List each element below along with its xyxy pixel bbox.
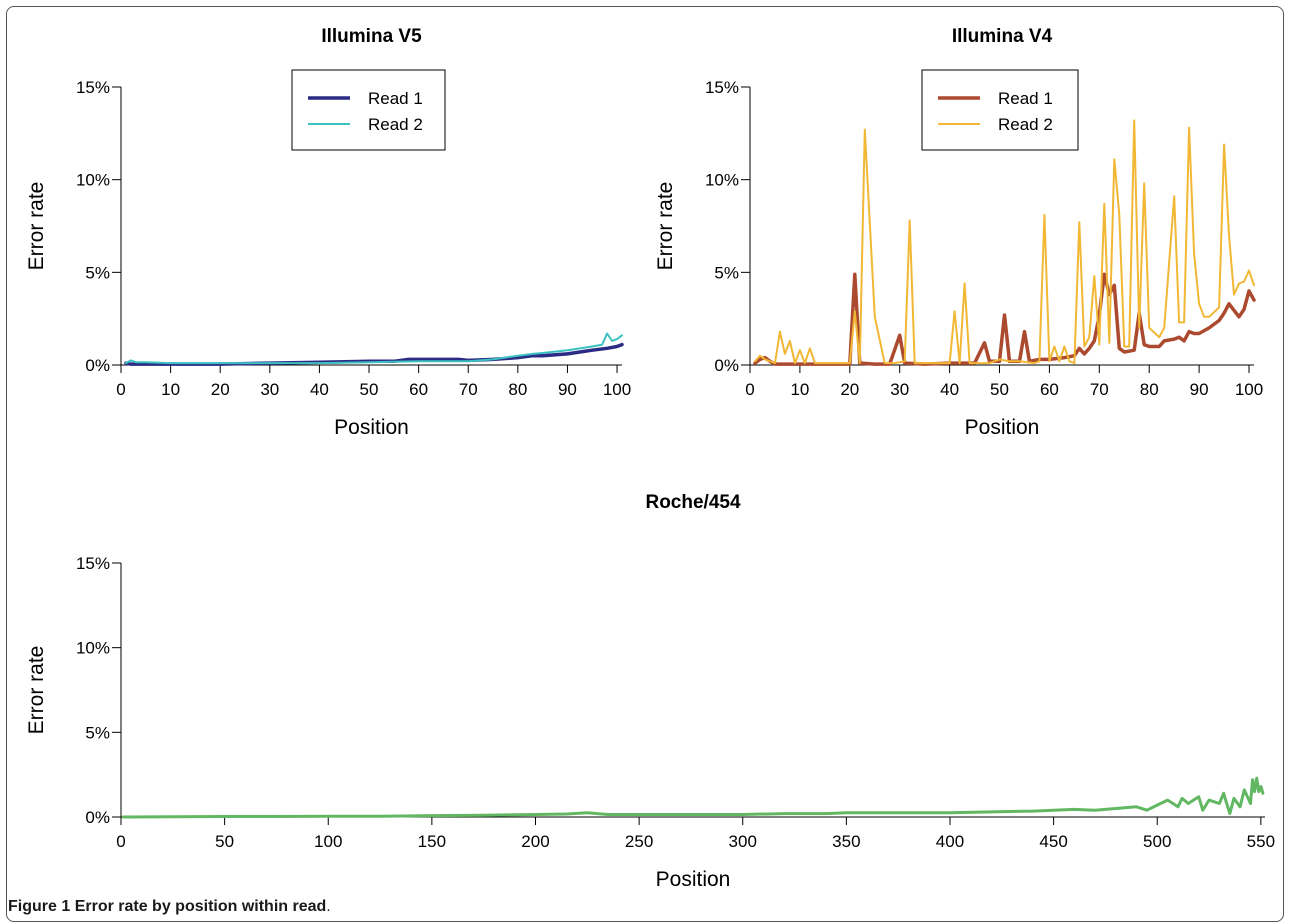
x-tick-label: 50	[990, 380, 1009, 399]
x-tick-label: 450	[1039, 832, 1067, 851]
legend-box	[291, 69, 446, 151]
x-tick-label: 400	[936, 832, 964, 851]
x-tick-label: 100	[1235, 380, 1263, 399]
x-tick-label: 20	[211, 380, 230, 399]
series-line-read-2	[754, 119, 1255, 365]
x-axis-label: Position	[965, 416, 1040, 439]
x-tick-label: 300	[729, 832, 757, 851]
legend-box	[921, 69, 1079, 151]
y-tick-label: 15%	[705, 78, 739, 97]
series-line-read-2	[125, 332, 623, 365]
y-axis-label: Error rate	[25, 182, 48, 271]
x-tick-label: 90	[558, 380, 577, 399]
x-tick-label: 200	[521, 832, 549, 851]
caption-text: Error rate by position within read	[74, 898, 327, 915]
legend-label: Read 1	[998, 89, 1053, 108]
y-tick-label: 15%	[76, 78, 110, 97]
x-tick-label: 150	[418, 832, 446, 851]
legend: Read 1 Read 2	[291, 69, 446, 151]
x-tick-label: 60	[409, 380, 428, 399]
chart-title: Roche/454	[645, 492, 740, 513]
y-tick-label: 0%	[714, 356, 739, 375]
x-tick-label: 90	[1190, 380, 1209, 399]
legend-label: Read 1	[368, 89, 423, 108]
legend: Read 1 Read 2	[921, 69, 1079, 151]
x-tick-label: 40	[310, 380, 329, 399]
x-tick-label: 100	[603, 380, 631, 399]
legend-label: Read 2	[368, 115, 423, 134]
x-axis-label: Position	[334, 416, 409, 439]
x-tick-label: 70	[1090, 380, 1109, 399]
figure-caption: Figure 1 Error rate by position within r…	[8, 898, 331, 916]
y-axis-label: Error rate	[25, 646, 48, 735]
chart-v4: Illumina V4 0% 5% 10% 15% 0 10 20 30 40 50 60 70 80 90…	[654, 26, 1263, 439]
x-tick-label: 80	[508, 380, 527, 399]
x-tick-label: 0	[116, 380, 125, 399]
chart-v5: Illumina V5 0% 5% 10% 15% 0 10 20 30 40 50 60 70 80 90…	[25, 26, 631, 439]
x-tick-label: 20	[840, 380, 859, 399]
x-tick-label: 0	[116, 832, 125, 851]
y-tick-label: 5%	[714, 263, 739, 282]
x-tick-label: 100	[314, 832, 342, 851]
x-tick-label: 80	[1140, 380, 1159, 399]
x-tick-label: 0	[745, 380, 754, 399]
caption-period: .	[326, 898, 331, 915]
x-tick-label: 500	[1143, 832, 1171, 851]
x-tick-label: 250	[625, 832, 653, 851]
x-tick-label: 40	[940, 380, 959, 399]
legend-label: Read 2	[998, 115, 1053, 134]
y-tick-label: 15%	[76, 554, 110, 573]
x-tick-label: 550	[1247, 832, 1275, 851]
series-line-data	[121, 776, 1265, 819]
series-line-read-1	[753, 272, 1256, 366]
x-tick-label: 350	[832, 832, 860, 851]
y-axis-label: Error rate	[654, 182, 677, 271]
y-tick-label: 0%	[85, 808, 110, 827]
figure-frame	[6, 6, 1284, 922]
chart-roche: Roche/454 0% 5% 10% 15% 0 50 100 150 200 250 300 350…	[25, 492, 1275, 891]
y-tick-label: 10%	[705, 171, 739, 190]
y-tick-label: 5%	[85, 263, 110, 282]
x-tick-label: 60	[1040, 380, 1059, 399]
x-tick-label: 10	[790, 380, 809, 399]
x-axis-label: Position	[656, 868, 731, 891]
x-tick-label: 30	[260, 380, 279, 399]
x-tick-label: 50	[360, 380, 379, 399]
x-tick-label: 70	[459, 380, 478, 399]
x-tick-label: 10	[161, 380, 180, 399]
chart-title: Illumina V5	[321, 26, 422, 47]
y-tick-label: 0%	[85, 356, 110, 375]
x-tick-label: 30	[890, 380, 909, 399]
y-tick-label: 5%	[85, 723, 110, 742]
chart-title: Illumina V4	[952, 26, 1053, 47]
caption-figure-number: Figure 1	[8, 898, 71, 915]
x-tick-label: 50	[215, 832, 234, 851]
y-tick-label: 10%	[76, 171, 110, 190]
y-tick-label: 10%	[76, 639, 110, 658]
